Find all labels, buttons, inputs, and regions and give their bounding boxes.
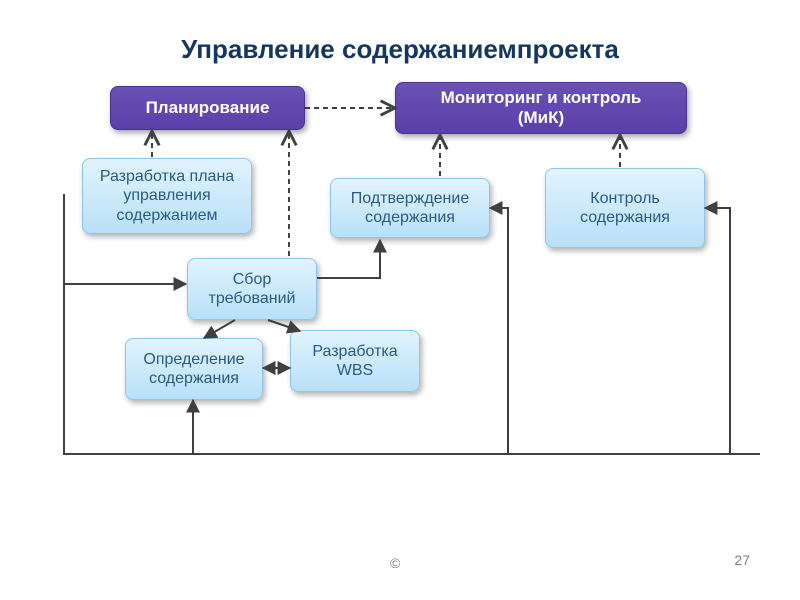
footer-copyright: © [390,555,400,571]
node-plan: Планирование [110,86,305,130]
node-wbs: РазработкаWBS [290,330,420,392]
node-conf: Подтверждениесодержания [330,178,490,238]
node-dev: Разработка планауправлениясодержанием [82,158,252,234]
node-req: Сбортребований [187,258,317,320]
node-mik: Мониторинг и контроль(МиК) [395,82,687,134]
node-ctrl: Контрольсодержания [545,168,705,248]
footer-page-number: 27 [734,552,750,568]
node-scope: Определениесодержания [125,338,263,400]
page-title: Управление содержаниемпроекта [0,34,800,65]
